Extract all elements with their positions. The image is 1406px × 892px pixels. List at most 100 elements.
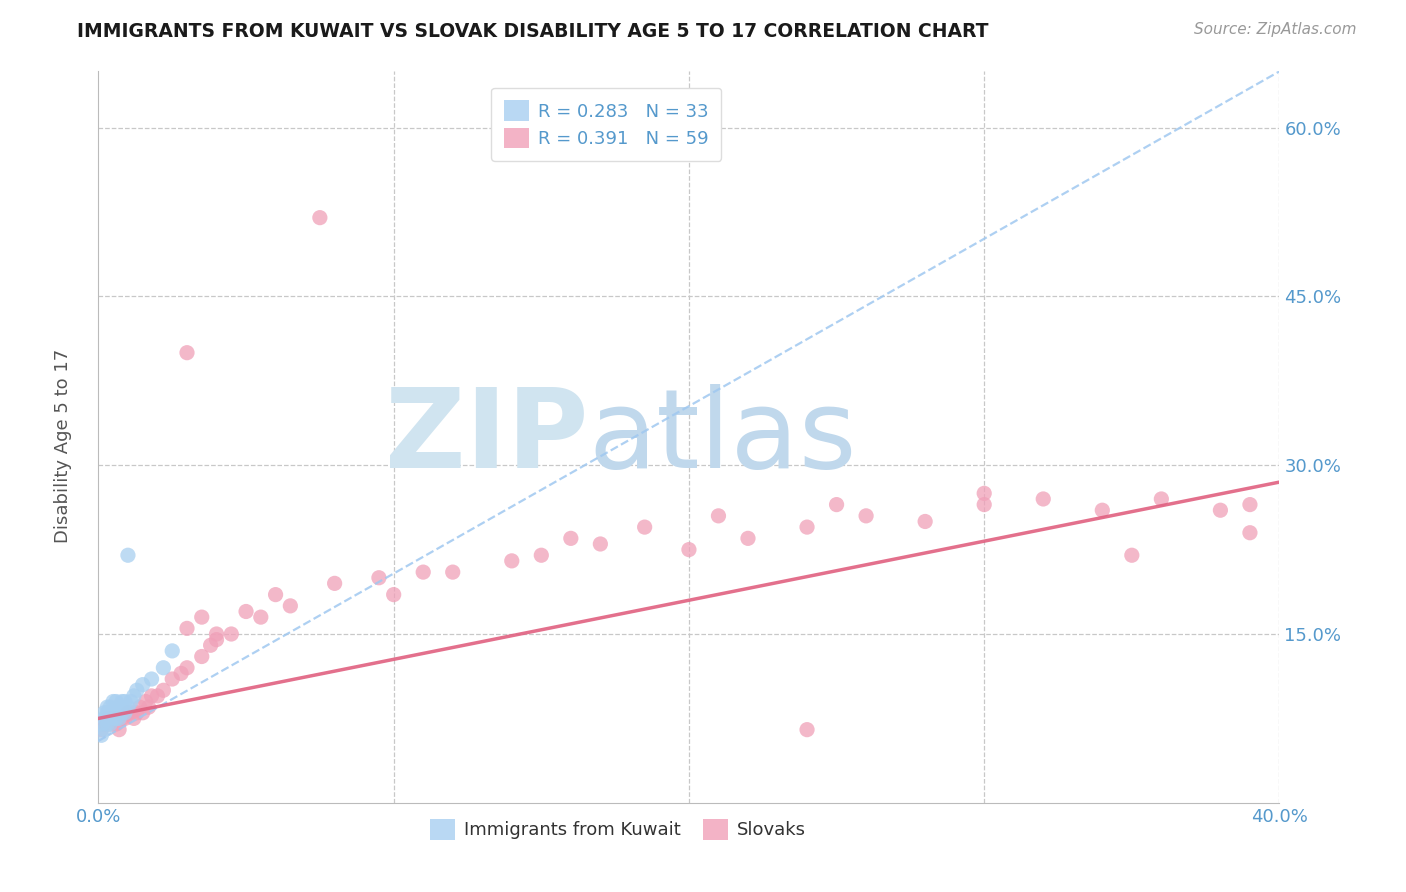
Point xyxy=(128,700,150,714)
Point xyxy=(382,588,405,602)
Point xyxy=(221,627,243,641)
Point xyxy=(235,605,257,619)
Point xyxy=(122,689,145,703)
Point xyxy=(117,700,139,714)
Text: Disability Age 5 to 17: Disability Age 5 to 17 xyxy=(55,349,72,543)
Point xyxy=(678,542,700,557)
Point xyxy=(368,571,391,585)
Point xyxy=(191,649,214,664)
Point xyxy=(98,706,121,720)
Point xyxy=(825,498,848,512)
Point xyxy=(96,711,118,725)
Point xyxy=(855,508,877,523)
Point xyxy=(589,537,612,551)
Point xyxy=(96,711,118,725)
Point xyxy=(93,711,115,725)
Point xyxy=(96,706,118,720)
Point xyxy=(105,694,128,708)
Point xyxy=(560,532,582,546)
Point xyxy=(176,345,198,359)
Point xyxy=(122,711,145,725)
Point xyxy=(138,700,160,714)
Point xyxy=(914,515,936,529)
Point xyxy=(205,632,228,647)
Point xyxy=(501,554,523,568)
Text: IMMIGRANTS FROM KUWAIT VS SLOVAK DISABILITY AGE 5 TO 17 CORRELATION CHART: IMMIGRANTS FROM KUWAIT VS SLOVAK DISABIL… xyxy=(77,22,988,41)
Point xyxy=(634,520,657,534)
Point xyxy=(90,728,112,742)
Point xyxy=(309,211,332,225)
Point xyxy=(973,498,995,512)
Text: Source: ZipAtlas.com: Source: ZipAtlas.com xyxy=(1194,22,1357,37)
Point xyxy=(120,694,142,708)
Point xyxy=(98,700,121,714)
Point xyxy=(96,717,118,731)
Point xyxy=(132,706,155,720)
Point xyxy=(141,672,163,686)
Point xyxy=(1091,503,1114,517)
Point xyxy=(264,588,287,602)
Point xyxy=(111,711,134,725)
Point xyxy=(1239,498,1261,512)
Point xyxy=(93,717,115,731)
Point xyxy=(146,689,169,703)
Point xyxy=(114,694,136,708)
Point xyxy=(280,599,302,613)
Point xyxy=(250,610,273,624)
Point xyxy=(117,548,139,562)
Point xyxy=(141,689,163,703)
Point xyxy=(162,644,183,658)
Text: atlas: atlas xyxy=(589,384,858,491)
Point xyxy=(1121,548,1143,562)
Point xyxy=(90,723,112,737)
Point xyxy=(98,717,121,731)
Point xyxy=(108,711,131,725)
Point xyxy=(114,711,136,725)
Point xyxy=(176,621,198,635)
Point xyxy=(93,723,115,737)
Point xyxy=(117,706,139,720)
Point xyxy=(108,700,131,714)
Point xyxy=(132,678,155,692)
Point xyxy=(200,638,222,652)
Point xyxy=(737,532,759,546)
Point xyxy=(152,661,174,675)
Point xyxy=(973,486,995,500)
Point xyxy=(323,576,346,591)
Point xyxy=(96,700,118,714)
Point xyxy=(796,520,818,534)
Point xyxy=(1150,491,1173,506)
Point xyxy=(205,627,228,641)
Point xyxy=(1209,503,1232,517)
Point xyxy=(111,694,134,708)
Point xyxy=(103,694,125,708)
Point xyxy=(103,711,125,725)
Legend: Immigrants from Kuwait, Slovaks: Immigrants from Kuwait, Slovaks xyxy=(420,810,815,848)
Point xyxy=(162,672,183,686)
Point xyxy=(135,694,157,708)
Point xyxy=(176,661,198,675)
Point xyxy=(125,706,148,720)
Point xyxy=(105,711,128,725)
Point xyxy=(90,717,112,731)
Point xyxy=(103,711,125,725)
Point xyxy=(108,723,131,737)
Point xyxy=(441,565,464,579)
Point xyxy=(1032,491,1054,506)
Point xyxy=(114,706,136,720)
Point xyxy=(530,548,553,562)
Point xyxy=(170,666,193,681)
Point xyxy=(412,565,434,579)
Point xyxy=(105,706,128,720)
Point xyxy=(191,610,214,624)
Point xyxy=(103,706,125,720)
Point xyxy=(796,723,818,737)
Point xyxy=(1239,525,1261,540)
Point xyxy=(111,706,134,720)
Point xyxy=(105,717,128,731)
Point xyxy=(93,706,115,720)
Point xyxy=(98,717,121,731)
Point xyxy=(707,508,730,523)
Point xyxy=(152,683,174,698)
Point xyxy=(125,683,148,698)
